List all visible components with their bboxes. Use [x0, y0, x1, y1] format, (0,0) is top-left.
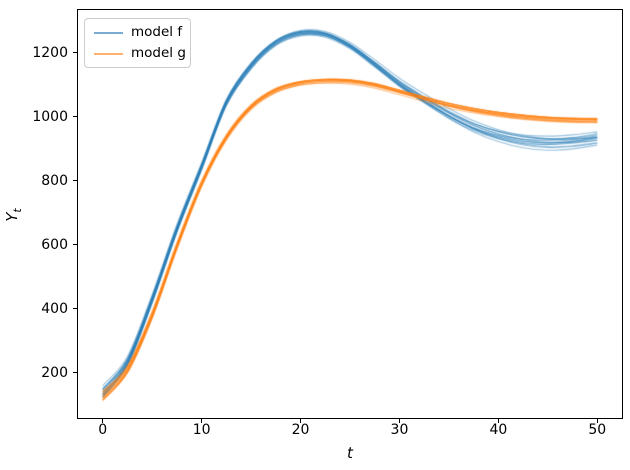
plot-canvas	[78, 10, 622, 418]
legend-item-model-f: model f	[94, 24, 182, 41]
y-tick-label: 1200	[32, 44, 68, 61]
x-tick-mark	[596, 419, 598, 423]
x-tick-mark	[300, 419, 302, 423]
legend-label-model-f: model f	[131, 24, 183, 40]
x-tick-label: 40	[489, 422, 508, 438]
y-tick-label: 800	[41, 172, 68, 189]
y-tick-label: 400	[41, 300, 68, 317]
x-tick-mark	[102, 419, 104, 423]
y-tick-mark	[73, 116, 77, 118]
y-axis-label: Yt	[3, 200, 29, 230]
x-axis-label: t	[347, 444, 353, 462]
x-tick-mark	[497, 419, 499, 423]
y-tick-mark	[73, 308, 77, 310]
y-tick-mark	[73, 372, 77, 374]
legend-line-swatch-g	[94, 52, 123, 55]
y-tick-mark	[73, 244, 77, 246]
y-tick-mark	[73, 52, 77, 54]
y-tick-label: 200	[41, 364, 68, 381]
x-tick-mark	[398, 419, 400, 423]
y-tick-label: 600	[41, 236, 68, 253]
x-tick-mark	[201, 419, 203, 423]
legend: model f model g	[84, 18, 191, 68]
x-tick-label: 10	[192, 422, 211, 438]
x-tick-label: 50	[588, 422, 607, 438]
legend-label-model-g: model g	[131, 45, 186, 61]
y-axis-label-base: Y	[3, 212, 21, 222]
y-axis-label-sub: t	[11, 208, 24, 213]
y-tick-label: 1000	[32, 108, 68, 125]
x-tick-label: 20	[291, 422, 310, 438]
x-tick-label: 0	[98, 422, 108, 438]
legend-line-swatch-f	[94, 31, 123, 34]
x-tick-label: 30	[390, 422, 409, 438]
legend-item-model-g: model g	[94, 45, 186, 62]
y-tick-mark	[73, 180, 77, 182]
